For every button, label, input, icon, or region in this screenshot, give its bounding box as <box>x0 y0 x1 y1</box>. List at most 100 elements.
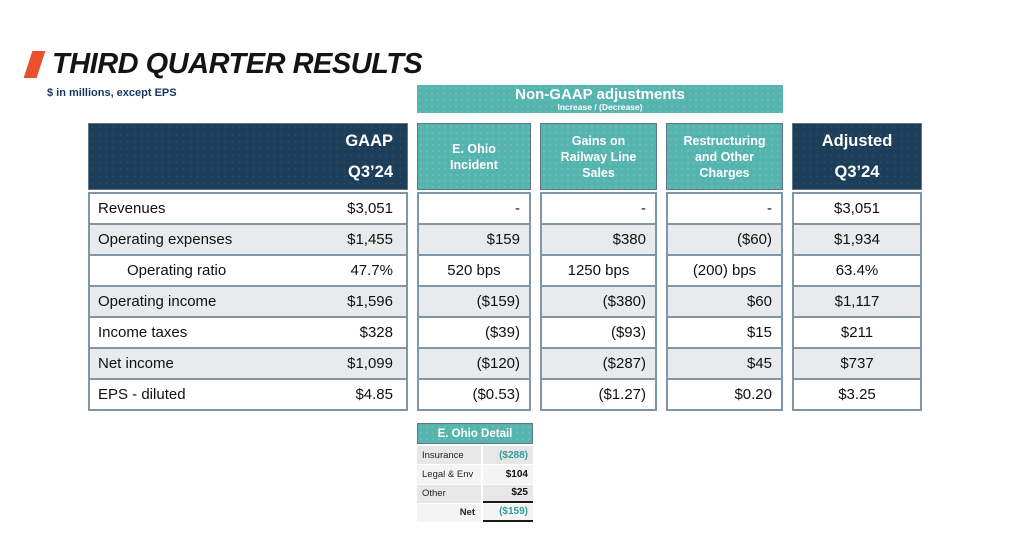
column-header-gains-railway-sales-label: Gains on Railway Line Sales <box>560 133 637 180</box>
table-cell: 520 bps <box>447 262 501 279</box>
table-cell: ($39) <box>484 324 520 341</box>
table-cell: $1,099 <box>347 355 393 372</box>
table-row: - <box>542 194 655 223</box>
gaap-column-header-label: GAAP Q3’24 <box>345 131 393 181</box>
detail-value: ($159) <box>483 503 533 522</box>
table-cell: ($287) <box>602 355 646 372</box>
table-row: $15 <box>668 316 781 347</box>
row-label: Operating expenses <box>98 231 233 248</box>
table-row: $1,117 <box>794 285 920 316</box>
title-block: THIRD QUARTER RESULTS <box>23 48 423 81</box>
column-header-restructuring-charges-label: Restructuring and Other Charges <box>683 133 766 180</box>
table-row: $45 <box>668 347 781 378</box>
column-header-gains-railway-sales: Gains on Railway Line Sales <box>540 123 657 190</box>
table-row: $159 <box>419 223 529 254</box>
e-ohio-detail-table: Insurance ($288) Legal & Env $104 Other … <box>417 446 533 523</box>
table-cell: $60 <box>746 293 772 310</box>
table-cell: - <box>767 200 772 217</box>
detail-row-legal-env: Legal & Env $104 <box>417 465 533 484</box>
table-row: - <box>668 194 781 223</box>
row-label: Operating income <box>98 293 217 310</box>
table-cell: $4.85 <box>355 386 393 403</box>
table-cell: 1250 bps <box>567 262 630 279</box>
detail-row-net: Net ($159) <box>417 503 533 522</box>
table-row: ($159) <box>419 285 529 316</box>
adjusted-column-header: Adjusted Q3’24 <box>792 123 922 190</box>
table-row: ($39) <box>419 316 529 347</box>
table-cell: $737 <box>840 355 874 372</box>
table-cell: $3,051 <box>834 200 880 217</box>
restructuring-column-body: - ($60) (200) bps $60 $15 $45 $0.20 <box>666 192 783 411</box>
table-row-net-income: Net income $1,099 <box>90 347 406 378</box>
table-cell: $45 <box>746 355 772 372</box>
nongaap-banner-subtitle: Increase / (Decrease) <box>557 102 643 112</box>
table-row-operating-ratio: Operating ratio 47.7% <box>90 254 406 285</box>
table-row-revenues: Revenues $3,051 <box>90 194 406 223</box>
column-header-restructuring-charges: Restructuring and Other Charges <box>666 123 783 190</box>
table-row: ($93) <box>542 316 655 347</box>
table-cell: ($1.27) <box>598 386 646 403</box>
table-row: ($60) <box>668 223 781 254</box>
table-cell: ($93) <box>610 324 646 341</box>
table-row: 1250 bps <box>542 254 655 285</box>
nongaap-banner: Non-GAAP adjustments Increase / (Decreas… <box>417 85 783 113</box>
table-cell: ($120) <box>476 355 520 372</box>
table-row-operating-income: Operating income $1,596 <box>90 285 406 316</box>
table-cell: ($0.53) <box>472 386 520 403</box>
table-row: ($1.27) <box>542 378 655 409</box>
table-cell: ($60) <box>736 231 772 248</box>
title-accent-slash-icon <box>23 51 46 78</box>
adjusted-column-body: $3,051 $1,934 63.4% $1,117 $211 $737 $3.… <box>792 192 922 411</box>
detail-row-other: Other $25 <box>417 484 533 503</box>
detail-value: ($288) <box>483 446 533 465</box>
table-row: ($120) <box>419 347 529 378</box>
table-row: $1,934 <box>794 223 920 254</box>
row-label: Net income <box>98 355 174 372</box>
adjusted-column-header-label: Adjusted Q3’24 <box>821 131 893 181</box>
table-cell: $3,051 <box>347 200 393 217</box>
gaap-column-header: GAAP Q3’24 <box>88 123 408 190</box>
table-cell: - <box>515 200 520 217</box>
table-cell: $1,455 <box>347 231 393 248</box>
nongaap-banner-title: Non-GAAP adjustments <box>515 86 685 103</box>
table-cell: $1,596 <box>347 293 393 310</box>
table-cell: $211 <box>840 324 874 341</box>
gaap-table-body: Revenues $3,051 Operating expenses $1,455 … <box>88 192 408 411</box>
row-label: Operating ratio <box>127 262 227 279</box>
detail-label: Legal & Env <box>417 465 481 484</box>
table-row: $3.25 <box>794 378 920 409</box>
table-row: ($0.53) <box>419 378 529 409</box>
table-cell: $380 <box>612 231 646 248</box>
table-cell: - <box>641 200 646 217</box>
gains-column-body: - $380 1250 bps ($380) ($93) ($287) ($1.… <box>540 192 657 411</box>
table-row-operating-expenses: Operating expenses $1,455 <box>90 223 406 254</box>
table-row: (200) bps <box>668 254 781 285</box>
table-cell: $0.20 <box>734 386 772 403</box>
e-ohio-column-body: - $159 520 bps ($159) ($39) ($120) ($0.5… <box>417 192 531 411</box>
column-header-e-ohio-incident-label: E. Ohio Incident <box>450 141 498 172</box>
row-label: Income taxes <box>98 324 188 341</box>
table-cell: 63.4% <box>835 262 879 279</box>
table-row-eps-diluted: EPS - diluted $4.85 <box>90 378 406 409</box>
table-cell: $3.25 <box>838 386 876 403</box>
table-row: 520 bps <box>419 254 529 285</box>
table-cell: $328 <box>359 324 393 341</box>
row-label: EPS - diluted <box>98 386 186 403</box>
detail-row-insurance: Insurance ($288) <box>417 446 533 465</box>
table-row: - <box>419 194 529 223</box>
detail-label: Other <box>417 484 481 503</box>
detail-value: $25 <box>483 484 533 503</box>
page-title: THIRD QUARTER RESULTS <box>52 48 423 80</box>
table-row: ($380) <box>542 285 655 316</box>
table-cell: $1,934 <box>834 231 880 248</box>
detail-label: Net <box>417 503 481 522</box>
table-row: $0.20 <box>668 378 781 409</box>
table-cell: $159 <box>486 231 520 248</box>
e-ohio-detail-header: E. Ohio Detail <box>417 423 533 444</box>
detail-label: Insurance <box>417 446 481 465</box>
table-row: $60 <box>668 285 781 316</box>
table-cell: $15 <box>746 324 772 341</box>
table-row: $380 <box>542 223 655 254</box>
table-cell: (200) bps <box>692 262 757 279</box>
